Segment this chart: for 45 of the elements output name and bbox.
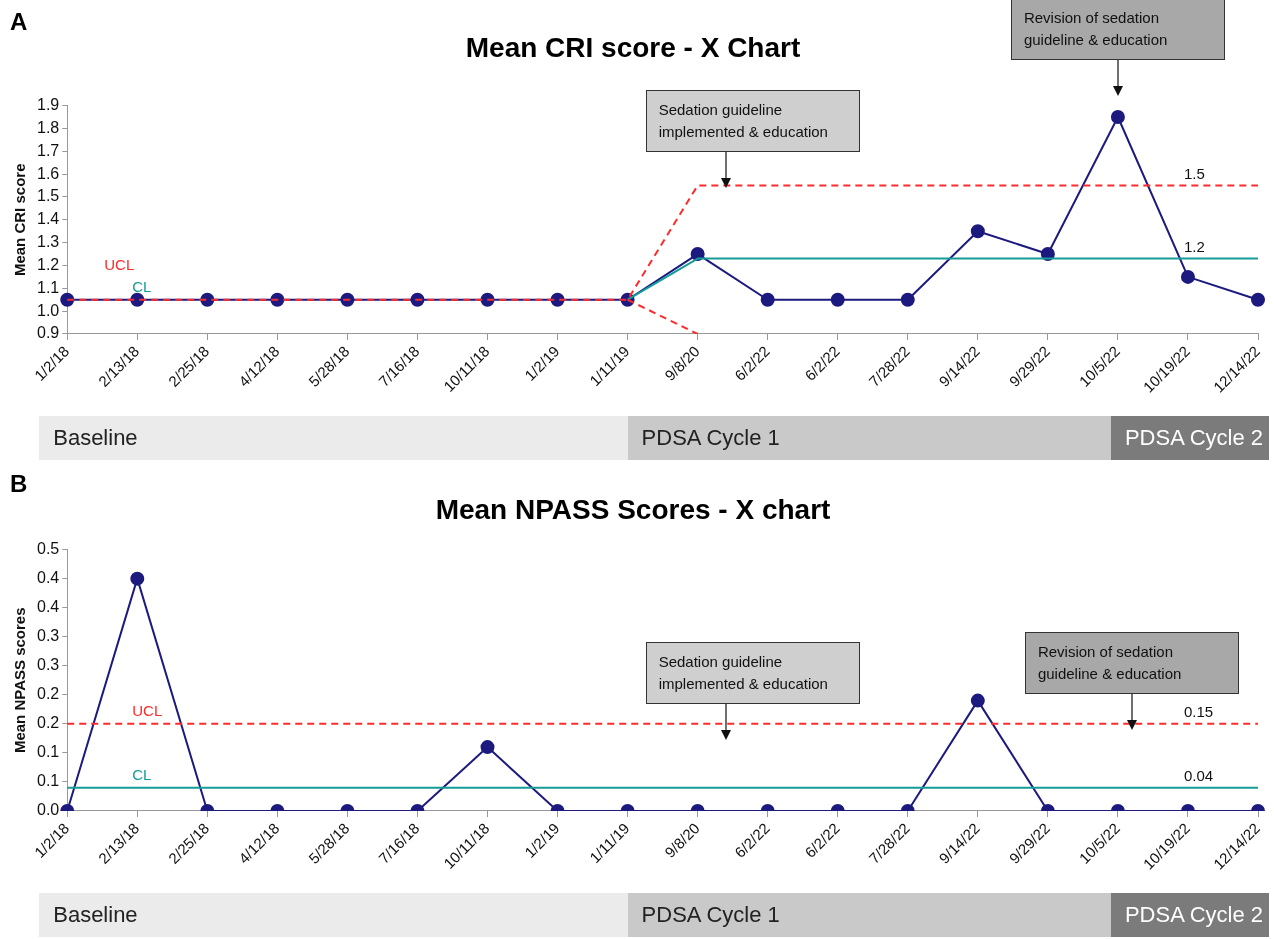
series-label: CL [132, 766, 152, 784]
y-tick-label: 0.4 [36, 569, 60, 587]
phase-strip: PDSA Cycle 1 [627, 416, 1111, 460]
y-tick-label: 0.1 [36, 772, 60, 790]
y-tick-label: 1.3 [36, 233, 60, 251]
y-axis-title: Mean CRI score [11, 163, 29, 277]
y-tick-label: 1.1 [36, 278, 60, 296]
y-tick-label: 1.4 [36, 210, 60, 228]
text: CL [132, 278, 152, 296]
phase-strip: PDSA Cycle 2 [1110, 416, 1269, 460]
y-tick-label: 1.6 [36, 164, 60, 182]
chart-title: Mean CRI score - X Chart [465, 31, 801, 63]
phase-strip: Baseline [39, 893, 628, 937]
phase-strip: PDSA Cycle 1 [627, 893, 1111, 937]
y-tick-label: 0.2 [36, 714, 60, 732]
y-tick-label: 0.5 [36, 540, 60, 558]
callout-box: Revision of sedation guideline & education [1024, 631, 1239, 694]
y-tick-label: 0.1 [36, 743, 60, 761]
phase-strip: Baseline [39, 416, 628, 460]
y-tick-label: 1.7 [36, 141, 60, 159]
phase-strip: PDSA Cycle 2 [1110, 893, 1269, 937]
chart-title: Mean NPASS Scores - X chart [435, 493, 831, 525]
data-label: 0.04 [1183, 767, 1214, 785]
data-label: 0.15 [1183, 703, 1214, 721]
y-tick-label: 1.2 [36, 255, 60, 273]
y-tick-label: 1.0 [36, 301, 60, 319]
y-tick-label: 0.3 [36, 627, 60, 645]
data-label: 1.2 [1183, 238, 1205, 256]
y-tick-label: 0.2 [36, 685, 60, 703]
callout-box: Sedation guideline implemented & education [645, 642, 860, 705]
y-tick-label: 0.0 [36, 801, 60, 819]
series-label: UCL [132, 702, 163, 720]
text: A [10, 8, 28, 36]
y-tick-label: 0.9 [36, 324, 60, 342]
y-tick-label: 0.4 [36, 598, 60, 616]
callout-box: Sedation guideline implemented & education [645, 89, 860, 152]
series-label: UCL [104, 256, 135, 274]
y-tick-label: 1.9 [36, 96, 60, 114]
y-tick-label: 1.5 [36, 187, 60, 205]
y-axis-title: Mean NPASS scores [11, 607, 29, 754]
text: B [10, 470, 28, 498]
callout-box: Revision of sedation guideline & education [1010, 0, 1225, 61]
data-label: 1.5 [1183, 165, 1205, 183]
y-tick-label: 0.3 [36, 656, 60, 674]
y-tick-label: 1.8 [36, 118, 60, 136]
